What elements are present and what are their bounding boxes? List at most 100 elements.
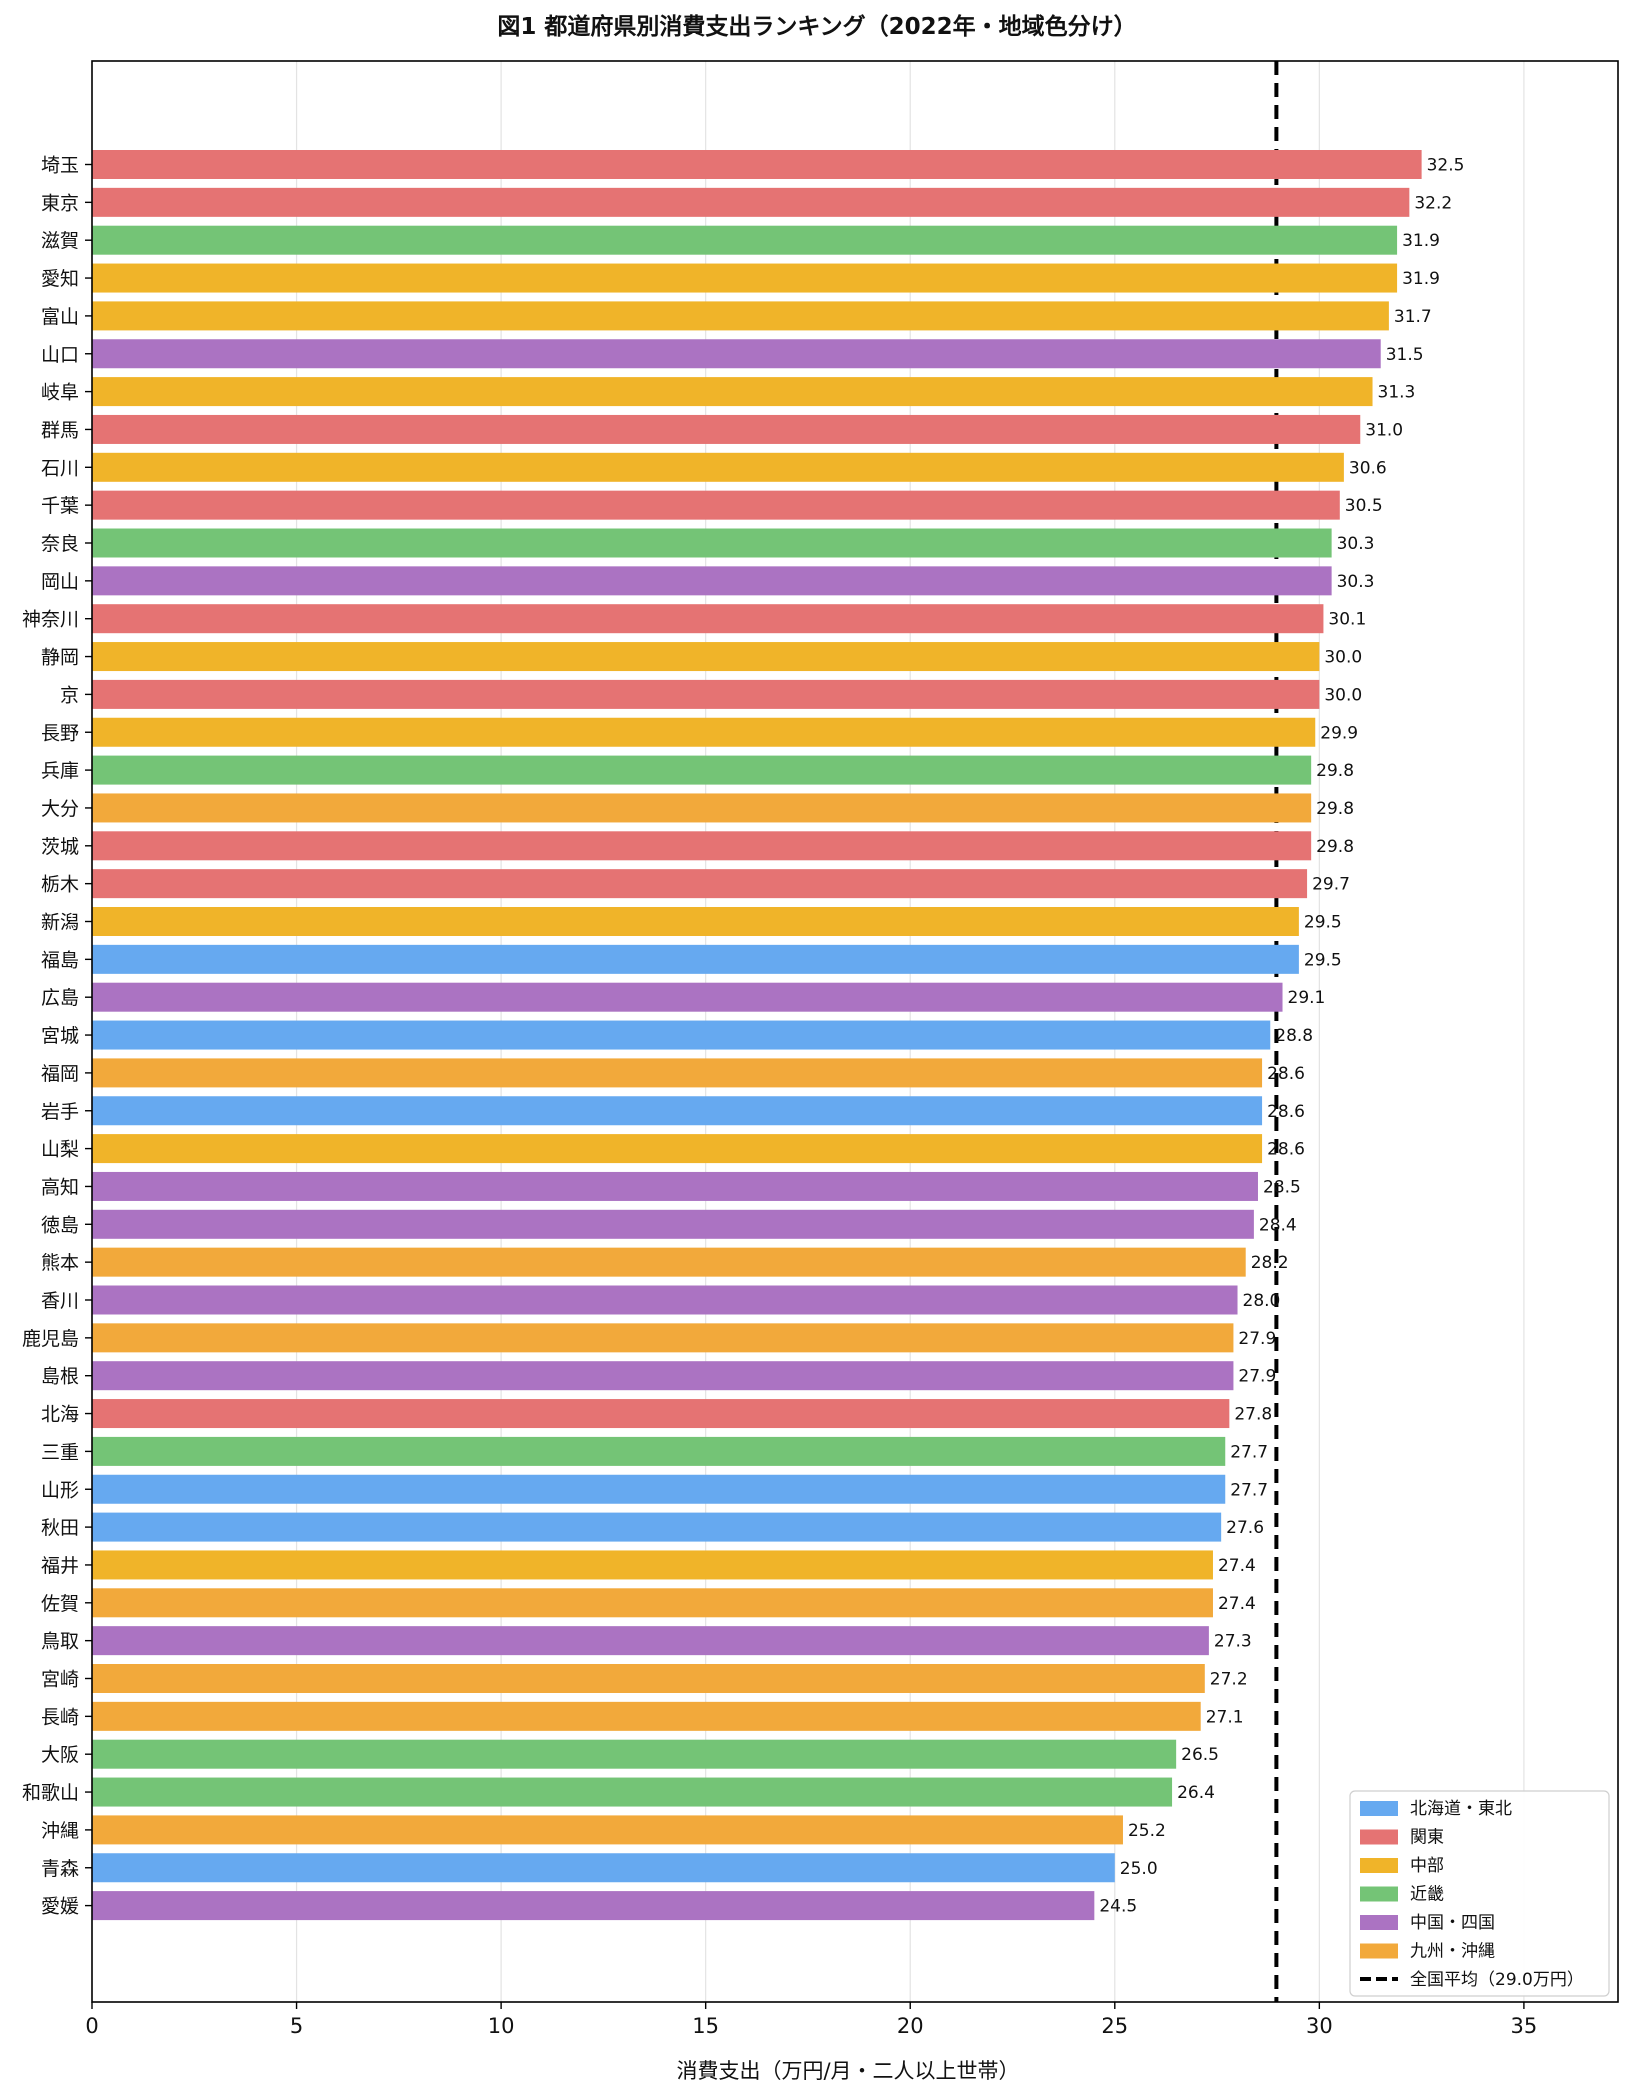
- y-tick-label: 茨城: [41, 836, 79, 858]
- bar-value-label: 31.7: [1394, 307, 1432, 327]
- bar-value-label: 30.6: [1349, 458, 1387, 478]
- y-tick-label: 石川: [41, 457, 79, 479]
- bar-value-label: 28.6: [1267, 1064, 1305, 1084]
- y-tick-label: 愛知: [41, 268, 79, 290]
- bar-value-label: 24.5: [1099, 1897, 1137, 1917]
- legend-swatch: [1360, 1943, 1398, 1959]
- bar-value-label: 31.3: [1378, 383, 1416, 403]
- bar-value-label: 27.9: [1238, 1329, 1276, 1349]
- y-tick-label: 北海: [41, 1404, 79, 1426]
- bar-value-label: 32.2: [1414, 193, 1452, 213]
- bar-value-label: 29.7: [1312, 875, 1350, 895]
- bar-value-label: 27.8: [1234, 1405, 1272, 1425]
- bar-value-label: 30.3: [1337, 534, 1375, 554]
- x-tick-label: 30: [1306, 2014, 1333, 2038]
- y-tick-label: 兵庫: [41, 760, 79, 782]
- y-tick-label: 三重: [41, 1441, 79, 1463]
- legend-swatch: [1360, 1886, 1398, 1902]
- bar: [92, 793, 1312, 823]
- y-tick-label: 富山: [41, 306, 79, 328]
- y-tick-label: 宮城: [41, 1025, 79, 1047]
- bar-value-label: 29.8: [1316, 799, 1354, 819]
- bars: [92, 150, 1422, 1921]
- bar: [92, 869, 1308, 899]
- bar: [92, 604, 1324, 634]
- legend-label: 中国・四国: [1410, 1913, 1495, 1933]
- y-tick-label: 長野: [41, 722, 79, 744]
- bar-value-label: 30.0: [1324, 648, 1362, 668]
- bar: [92, 528, 1332, 558]
- x-axis-label: 消費支出（万円/月・二人以上世帯）: [676, 2059, 1019, 2083]
- y-tick-label: 徳島: [41, 1214, 79, 1236]
- bar: [92, 1891, 1095, 1921]
- y-tick-label: 埼玉: [41, 155, 79, 177]
- y-tick-label: 香川: [41, 1290, 79, 1312]
- y-tick-label: 岩手: [41, 1101, 79, 1123]
- bar: [92, 1209, 1254, 1239]
- legend-label: 九州・沖縄: [1410, 1942, 1495, 1962]
- bar: [92, 642, 1320, 672]
- x-tick-label: 20: [897, 2014, 924, 2038]
- bar-value-label: 31.9: [1402, 269, 1440, 289]
- bar-value-label: 28.4: [1259, 1215, 1297, 1235]
- y-tick-label: 大阪: [41, 1744, 79, 1766]
- legend-box: [1349, 1790, 1610, 1997]
- bar-value-label: 29.5: [1304, 950, 1342, 970]
- bar-value-label: 27.1: [1206, 1707, 1244, 1727]
- bar: [92, 1134, 1263, 1164]
- x-tick-label: 10: [488, 2014, 515, 2038]
- legend-average-label: 全国平均（29.0万円）: [1410, 1970, 1584, 1990]
- bar-value-label: 27.3: [1214, 1632, 1252, 1652]
- bar: [92, 1739, 1177, 1769]
- bar: [92, 1550, 1213, 1580]
- bar: [92, 1096, 1263, 1126]
- bar-value-label: 27.4: [1218, 1556, 1256, 1576]
- bar: [92, 490, 1340, 520]
- plot-frame: [91, 60, 1619, 2003]
- bar: [92, 1247, 1246, 1277]
- bar: [92, 982, 1283, 1012]
- y-tick-label: 愛媛: [41, 1896, 79, 1918]
- bar: [92, 1285, 1238, 1315]
- bar-value-label: 26.4: [1177, 1783, 1215, 1803]
- bar-value-label: 29.9: [1320, 723, 1358, 743]
- bar-value-label: 25.0: [1120, 1859, 1158, 1879]
- y-tick-label: 大分: [41, 798, 79, 820]
- bar: [92, 1512, 1222, 1542]
- bar-value-label: 29.8: [1316, 761, 1354, 781]
- bar: [92, 755, 1312, 785]
- y-tick-label: 福井: [41, 1555, 79, 1577]
- y-tick-label: 沖縄: [41, 1820, 79, 1842]
- legend-swatch: [1360, 1829, 1398, 1845]
- bar: [92, 1626, 1209, 1656]
- legend-label: 北海道・東北: [1410, 1799, 1512, 1819]
- bar: [92, 566, 1332, 596]
- bar: [92, 377, 1373, 407]
- bar: [92, 1436, 1226, 1466]
- chart-title: 図1 都道府県別消費支出ランキング（2022年・地域色分け）: [497, 13, 1136, 40]
- y-tick-label: 神奈川: [22, 609, 79, 631]
- y-tick-label: 佐賀: [41, 1593, 79, 1615]
- y-tick-label: 熊本: [41, 1252, 79, 1274]
- legend-swatch: [1360, 1915, 1398, 1930]
- x-tick-label: 25: [1101, 2014, 1128, 2038]
- x-tick-label: 5: [290, 2014, 303, 2038]
- bar: [92, 679, 1320, 709]
- bar: [92, 187, 1410, 217]
- y-tick-label: 秋田: [41, 1517, 79, 1539]
- legend-swatch: [1360, 1801, 1398, 1816]
- bar: [92, 1361, 1234, 1391]
- bar-value-label: 28.5: [1263, 1177, 1301, 1197]
- bar: [92, 414, 1361, 444]
- y-tick-label: 静岡: [41, 647, 79, 669]
- bar: [92, 1664, 1205, 1693]
- bar: [92, 1474, 1226, 1504]
- y-tick-label: 島根: [41, 1366, 79, 1388]
- y-tick-label: 和歌山: [22, 1782, 79, 1804]
- y-tick-label: 福島: [41, 949, 79, 971]
- y-tick-label: 山梨: [41, 1139, 79, 1161]
- bar: [92, 831, 1312, 861]
- y-tick-label: 栃木: [41, 874, 79, 896]
- bar-value-label: 27.7: [1230, 1442, 1268, 1462]
